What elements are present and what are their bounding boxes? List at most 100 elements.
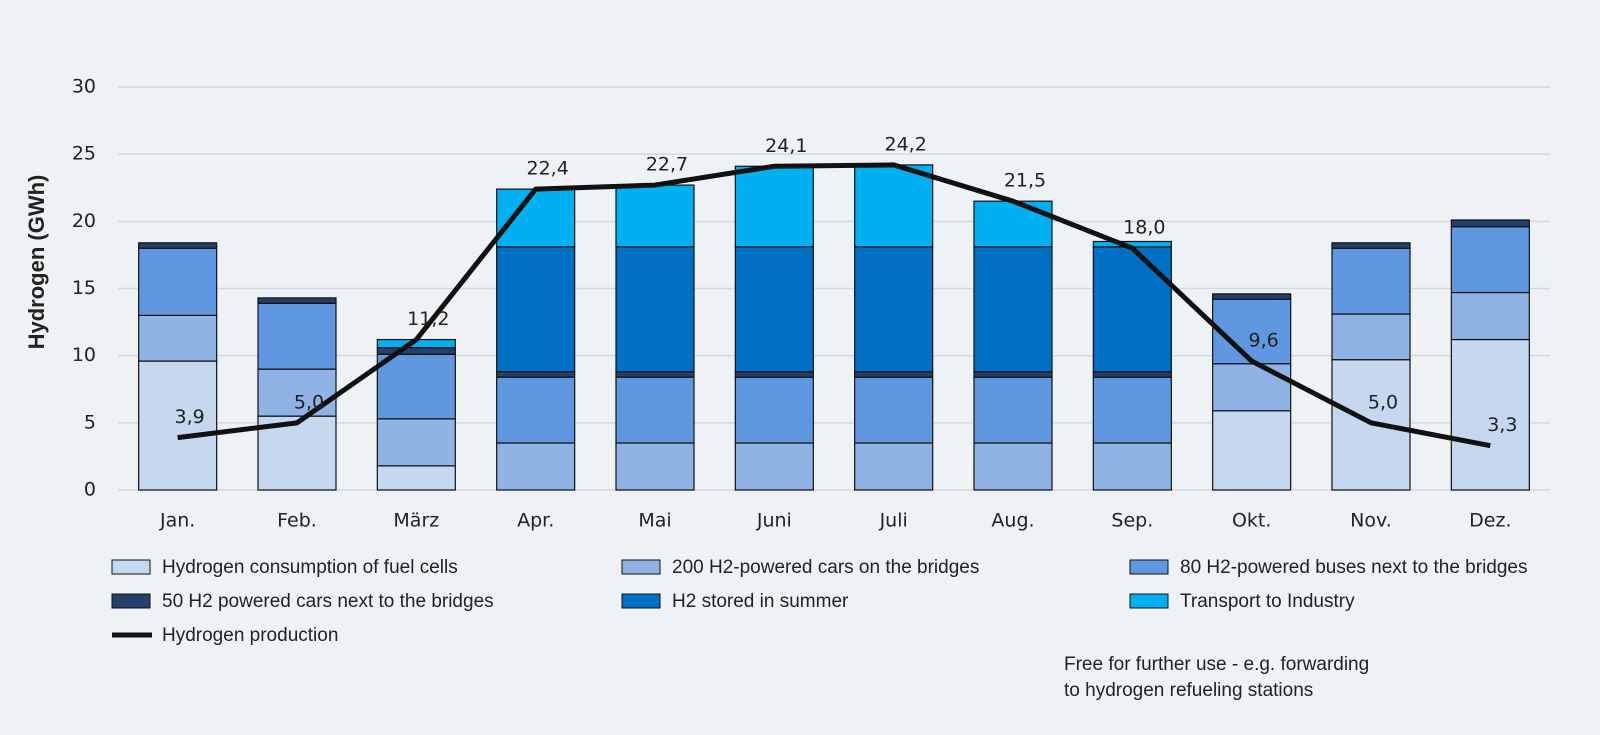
- bar-segment: [615, 442, 695, 491]
- bar-segment: [615, 376, 695, 444]
- legend-label: Transport to Industry: [1180, 591, 1355, 612]
- legend-swatch: [111, 559, 151, 575]
- legend-label: 50 H2 powered cars next to the bridges: [162, 591, 494, 612]
- legend-swatch: [1129, 593, 1169, 609]
- bar-segment: [973, 371, 1053, 378]
- bar-segment: [138, 242, 218, 249]
- bar-segment: [138, 247, 218, 316]
- legend-swatch: [111, 593, 151, 609]
- bar-segment: [1450, 219, 1530, 228]
- legend-label: 200 H2-powered cars on the bridges: [672, 557, 979, 578]
- y-tick-label: 20: [72, 210, 96, 232]
- x-tick-label: Sep.: [1111, 510, 1153, 532]
- bar-segment: [854, 164, 934, 248]
- bar-segment: [1092, 246, 1172, 373]
- legend-label: Hydrogen consumption of fuel cells: [162, 557, 458, 578]
- bar-segment: [854, 371, 934, 378]
- bar-segment: [1212, 363, 1292, 412]
- bar-segment: [376, 418, 456, 467]
- bar-segment: [615, 184, 695, 248]
- bar-segment: [496, 188, 576, 248]
- x-tick-label: Nov.: [1350, 510, 1392, 532]
- bar-segment: [734, 376, 814, 444]
- data-label: 22,7: [646, 154, 688, 176]
- bar-segment: [257, 368, 337, 417]
- bar-segment: [854, 442, 934, 491]
- data-label: 5,0: [1368, 391, 1398, 413]
- x-tick-label: Okt.: [1232, 510, 1271, 532]
- bar-segment: [734, 165, 814, 248]
- bar-segment: [1092, 371, 1172, 378]
- bar-segment: [496, 371, 576, 378]
- bar-segment: [1212, 293, 1292, 300]
- bar-segment: [1092, 442, 1172, 491]
- x-tick-label: Apr.: [517, 510, 554, 532]
- bar-segment: [138, 314, 218, 362]
- bar-segment: [973, 442, 1053, 491]
- bar-segment: [973, 376, 1053, 444]
- x-tick-label: März: [393, 510, 439, 532]
- bar-segment: [973, 246, 1053, 373]
- bar-segment: [615, 371, 695, 378]
- data-label: 3,3: [1487, 414, 1517, 436]
- bar-segment: [257, 302, 337, 370]
- legend-swatch: [621, 559, 661, 575]
- data-label: 18,0: [1123, 217, 1165, 239]
- data-label: 5,0: [294, 391, 324, 413]
- bar-segment: [376, 347, 456, 355]
- line: [177, 162, 1491, 449]
- x-tick-label: Aug.: [991, 510, 1034, 532]
- y-tick-label: 10: [72, 344, 96, 366]
- bar-segment: [1450, 338, 1530, 491]
- bar-segment: [1331, 242, 1411, 249]
- data-label: 24,1: [765, 135, 807, 157]
- bar-segment: [138, 360, 218, 491]
- y-tick-label: 15: [72, 277, 96, 299]
- annotation: to hydrogen refueling stations: [1064, 680, 1313, 701]
- bar-segment: [496, 246, 576, 373]
- annotation: Free for further use - e.g. forwarding: [1064, 654, 1369, 675]
- bar-segment: [257, 297, 337, 304]
- y-tick-label: 5: [84, 411, 96, 433]
- bar-segment: [1212, 298, 1292, 365]
- data-label: 3,9: [175, 406, 205, 428]
- bar-segment: [1331, 313, 1411, 361]
- bar-segment: [1331, 247, 1411, 315]
- bar-segment: [1092, 376, 1172, 444]
- x-tick-label: Feb.: [277, 510, 317, 532]
- bar-segment: [376, 353, 456, 420]
- bar-segment: [854, 376, 934, 444]
- data-label: 21,5: [1004, 170, 1046, 192]
- y-axis-title: Hydrogen (GWh): [24, 175, 49, 350]
- y-tick-label: 25: [72, 143, 96, 165]
- data-label: 24,2: [885, 133, 927, 155]
- data-label: 22,4: [527, 158, 569, 180]
- bar-segment: [854, 246, 934, 373]
- x-tick-label: Dez.: [1469, 510, 1511, 532]
- bar-segment: [376, 465, 456, 491]
- data-label: 11,2: [407, 308, 449, 330]
- bar-segment: [734, 442, 814, 491]
- bar-segment: [1450, 226, 1530, 294]
- bar-segment: [615, 246, 695, 373]
- bar-segment: [496, 442, 576, 491]
- legend-label: H2 stored in summer: [672, 591, 849, 612]
- x-tick-label: Juli: [879, 510, 908, 532]
- legend-swatch: [621, 593, 661, 609]
- x-tick-label: Jan.: [159, 510, 195, 532]
- y-tick-label: 0: [84, 479, 96, 501]
- bar-segment: [1450, 291, 1530, 341]
- bar-segment: [973, 200, 1053, 248]
- legend-swatch: [1129, 559, 1169, 575]
- bar-segment: [734, 246, 814, 373]
- legend-label: Hydrogen production: [162, 625, 338, 646]
- bar-segment: [734, 371, 814, 378]
- x-tick-label: Mai: [638, 510, 671, 532]
- x-tick-label: Juni: [756, 510, 792, 532]
- bar-segment: [496, 376, 576, 444]
- bar-segment: [1212, 410, 1292, 491]
- y-tick-label: 30: [72, 76, 96, 98]
- legend-label: 80 H2-powered buses next to the bridges: [1180, 557, 1528, 578]
- data-label: 9,6: [1249, 330, 1279, 352]
